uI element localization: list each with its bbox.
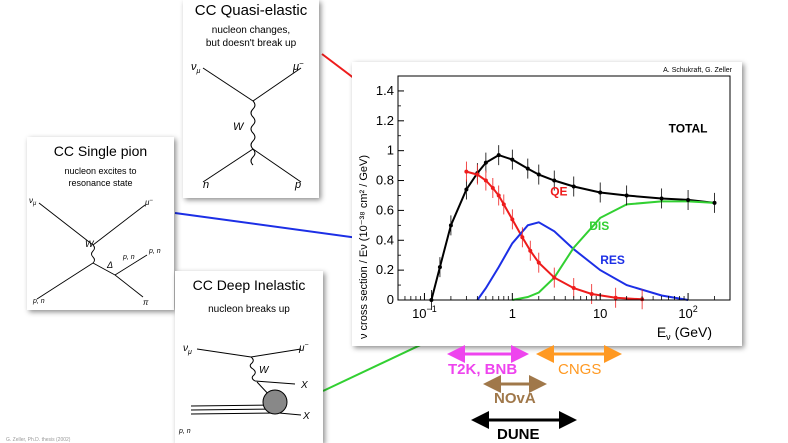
plot-frame [397,75,731,301]
svg-text:νμ: νμ [191,61,201,75]
data-point [437,265,442,270]
data-point [464,169,469,174]
x-tick-label: 10 [593,306,607,321]
data-point [475,172,480,177]
svg-text:p, n: p, n [148,248,161,255]
series-label-qe: QE [550,184,567,198]
chart-credit: A. Schukraft, G. Zeller [663,67,733,74]
x-axis-label: Eν (GeV) [657,324,712,342]
data-point [598,190,603,195]
y-tick-label: 0.2 [376,262,394,277]
res-feynman-diagram: νμ μ− W Δ p, n p, n p, n π [29,196,161,307]
svg-text:X: X [302,411,310,422]
y-tick-label: 1.4 [376,83,394,98]
svg-text:μ−: μ− [298,342,309,354]
nova-label: NOvA [494,390,536,407]
qe-diagram-card: CC Quasi-elastic nucleon changes, but do… [183,0,319,198]
data-point [483,178,488,183]
cross-section-plot-panel: A. Schukraft, G. Zeller TOTAL QE DIS RES 0 0… [352,62,742,346]
data-point [510,157,515,162]
svg-text:p: p [294,179,301,191]
data-point [464,187,469,192]
qe-card-title: CC Quasi-elastic [194,2,308,19]
series-label-res: RES [600,253,625,267]
data-point [552,275,557,280]
dis-card-subtitle: nucleon breaks up [208,304,290,315]
cross-section-chart: A. Schukraft, G. Zeller TOTAL QE DIS RES 0 0… [358,67,733,342]
qe-feynman-diagram: νμ μ− W n p [191,59,304,191]
data-point [686,197,691,202]
res-diagram-card: CC Single pion nucleon excites to resona… [27,137,174,310]
y-tick-label: 0.6 [376,202,394,217]
data-point [496,153,501,158]
res-card-title: CC Single pion [53,143,148,159]
svg-text:νμ: νμ [29,196,37,207]
y-tick-label: 0.4 [376,232,394,247]
svg-text:p, n: p, n [32,298,45,305]
y-tick-label: 1.2 [376,113,394,128]
data-point [520,235,525,240]
dis-card-title: CC Deep Inelastic [192,277,306,293]
data-point [483,160,488,165]
svg-text:p, n: p, n [122,254,135,261]
data-point [490,186,495,190]
x-tick-label: 102 [678,304,697,321]
data-point [613,295,618,300]
svg-text:n: n [203,179,209,191]
y-axis-label: ν cross section / Eν (10⁻³⁸ cm² / GeV) [358,155,370,339]
data-point [659,196,664,201]
t2k-bnb-label: T2K, BNB [448,361,518,378]
dune-label: DUNE [497,426,540,443]
svg-text:W: W [85,239,95,249]
series-line-res [476,221,689,301]
data-point [536,172,541,177]
series-label-dis: DIS [589,219,609,233]
data-point [571,184,576,189]
series-label-total: TOTAL [669,122,708,136]
data-point [501,202,506,207]
y-tick-label: 0 [387,292,394,307]
data-point [624,193,629,198]
svg-text:Δ: Δ [106,260,113,270]
svg-text:μ−: μ− [292,59,304,73]
svg-text:p, n: p, n [178,428,191,435]
svg-text:W: W [259,365,270,376]
x-tick-label: 1 [509,306,516,321]
x-tick-label: 10−1 [412,304,437,321]
svg-text:μ−: μ− [144,198,153,207]
footnote: G. Zeller, Ph.D. thesis (2002) [6,437,71,443]
data-point [525,166,530,171]
svg-text:W: W [233,121,245,133]
res-card-subtitle: nucleon excites to resonance state [64,166,137,188]
y-tick-label: 1 [387,143,394,158]
data-point [528,248,533,253]
data-point [448,223,453,228]
dis-diagram-card: CC Deep Inelastic nucleon breaks up νμ μ… [175,271,323,443]
data-point [712,200,717,205]
y-tick-label: 0.8 [376,173,394,188]
data-point [552,178,557,183]
series-line-dis [512,200,715,301]
data-point [510,217,515,222]
dis-feynman-diagram: νμ μ− W X X p, n [178,342,310,435]
svg-text:X: X [300,380,308,391]
data-point [496,193,501,198]
data-point [589,292,594,297]
data-point [536,260,541,265]
svg-text:π: π [143,298,149,307]
data-point [571,286,576,291]
svg-text:νμ: νμ [183,343,192,356]
cngs-label: CNGS [558,361,602,378]
qe-card-subtitle: nucleon changes, but doesn't break up [205,25,297,49]
